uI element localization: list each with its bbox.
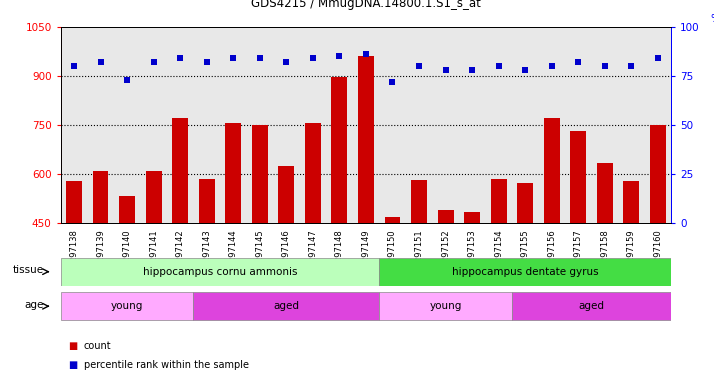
Bar bbox=[146, 171, 161, 369]
Bar bbox=[623, 181, 639, 369]
Text: count: count bbox=[84, 341, 111, 351]
Point bbox=[573, 59, 584, 65]
Bar bbox=[379, 293, 512, 320]
Point bbox=[599, 63, 610, 69]
Bar bbox=[512, 293, 671, 320]
Bar bbox=[172, 118, 188, 369]
Text: GDS4215 / MmugDNA.14800.1.S1_s_at: GDS4215 / MmugDNA.14800.1.S1_s_at bbox=[251, 0, 481, 10]
Text: young: young bbox=[429, 301, 462, 311]
Bar bbox=[225, 123, 241, 369]
Bar bbox=[597, 163, 613, 369]
Bar bbox=[331, 78, 347, 369]
Text: tissue: tissue bbox=[13, 265, 44, 275]
Point bbox=[121, 77, 133, 83]
Bar bbox=[438, 210, 453, 369]
Point bbox=[95, 59, 106, 65]
Bar bbox=[464, 212, 480, 369]
Point bbox=[387, 79, 398, 85]
Bar bbox=[650, 126, 666, 369]
Point bbox=[625, 63, 637, 69]
Point bbox=[652, 55, 663, 61]
Point bbox=[148, 59, 159, 65]
Point bbox=[69, 63, 80, 69]
Bar bbox=[411, 180, 427, 369]
Text: aged: aged bbox=[273, 301, 299, 311]
Text: hippocampus dentate gyrus: hippocampus dentate gyrus bbox=[452, 266, 598, 277]
Bar bbox=[305, 123, 321, 369]
Text: ■: ■ bbox=[68, 360, 77, 370]
Point bbox=[440, 67, 451, 73]
Bar bbox=[570, 131, 586, 369]
Bar bbox=[358, 56, 374, 369]
Point bbox=[174, 55, 186, 61]
Point bbox=[228, 55, 239, 61]
Point bbox=[333, 53, 345, 59]
Point bbox=[466, 67, 478, 73]
Point bbox=[546, 63, 558, 69]
Text: young: young bbox=[111, 301, 144, 311]
Bar bbox=[379, 258, 671, 286]
Text: aged: aged bbox=[578, 301, 605, 311]
Bar bbox=[385, 217, 401, 369]
Text: %: % bbox=[710, 14, 714, 24]
Text: hippocampus cornu ammonis: hippocampus cornu ammonis bbox=[143, 266, 297, 277]
Bar bbox=[93, 171, 109, 369]
Point bbox=[360, 51, 371, 57]
Point bbox=[413, 63, 425, 69]
Point bbox=[281, 59, 292, 65]
Text: percentile rank within the sample: percentile rank within the sample bbox=[84, 360, 248, 370]
Bar bbox=[491, 179, 507, 369]
Bar bbox=[544, 118, 560, 369]
Bar bbox=[193, 293, 379, 320]
Bar bbox=[517, 183, 533, 369]
Bar bbox=[119, 195, 135, 369]
Bar bbox=[278, 166, 294, 369]
Bar bbox=[198, 179, 215, 369]
Point bbox=[201, 59, 212, 65]
Point bbox=[307, 55, 318, 61]
Bar bbox=[66, 181, 82, 369]
Text: ■: ■ bbox=[68, 341, 77, 351]
Text: age: age bbox=[24, 300, 44, 310]
Point bbox=[520, 67, 531, 73]
Bar bbox=[252, 126, 268, 369]
Bar bbox=[61, 293, 193, 320]
Bar bbox=[61, 258, 379, 286]
Point bbox=[493, 63, 504, 69]
Point bbox=[254, 55, 266, 61]
